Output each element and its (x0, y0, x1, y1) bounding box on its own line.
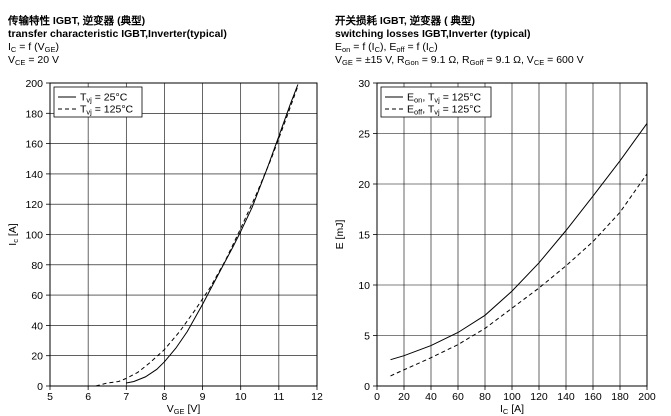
left-ytick-label: 160 (25, 139, 43, 151)
left-xlabel: VGE [V] (167, 403, 201, 416)
right-series-2-line (390, 173, 648, 377)
right-ytick-label: 30 (358, 78, 370, 90)
right-ytick-label: 10 (358, 280, 370, 292)
right-plot-area: 0 20 40 60 80 100 120 140 160 180 200 0 5 10 15 20 25 30 I… (334, 78, 656, 416)
left-ytick-label: 140 (25, 169, 43, 181)
right-title-en: switching losses IGBT,Inverter (typical) (335, 28, 530, 40)
left-ytick-label: 180 (25, 108, 43, 120)
right-legend-label-1: Eon, Tvj = 125°C (407, 92, 482, 105)
left-xtick-label: 5 (47, 391, 53, 403)
left-title-cn: 传输特性 IGBT, 逆变器 (典型) (7, 14, 145, 27)
right-chart-header: 开关损耗 IGBT, 逆变器 ( 典型) switching losses IG… (335, 14, 584, 67)
right-legend-box (380, 86, 492, 118)
left-legend-box (53, 86, 143, 118)
right-title-cn: 开关损耗 IGBT, 逆变器 ( 典型) (335, 14, 475, 27)
left-ytick-label: 0 (37, 381, 43, 393)
left-chart-header: 传输特性 IGBT, 逆变器 (典型) transfer characteris… (7, 14, 227, 67)
left-xtick-label: 6 (85, 391, 91, 403)
left-ytick-label: 80 (31, 260, 43, 272)
right-formula: Eon = f (IC), Eoff = f (IC) (335, 41, 438, 54)
right-ytick-label: 15 (358, 230, 370, 242)
right-xtick-label: 0 (374, 391, 380, 403)
left-xtick-label: 10 (235, 391, 247, 403)
right-ytick-label: 25 (358, 129, 370, 141)
right-ylabel: E [mJ] (334, 220, 346, 250)
right-legend-label-2: Eoff, Tvj = 125°C (407, 104, 481, 117)
left-formula: IC = f (VGE) (8, 41, 59, 54)
right-xtick-label: 80 (479, 391, 491, 403)
right-ytick-label: 0 (364, 381, 370, 393)
right-xtick-label: 140 (557, 391, 575, 403)
right-xtick-label: 200 (638, 391, 656, 403)
right-xlabel: IC [A] (500, 403, 524, 416)
right-condition: VGE = ±15 V, RGon = 9.1 Ω, RGoff = 9.1 Ω… (335, 54, 584, 67)
left-ytick-label: 60 (31, 290, 43, 302)
right-ytick-label: 20 (358, 179, 370, 191)
right-xtick-label: 20 (398, 391, 410, 403)
left-ytick-label: 20 (31, 351, 43, 363)
left-xtick-label: 11 (273, 391, 284, 403)
right-series-1-line (390, 123, 648, 361)
left-condition: VCE = 20 V (8, 54, 59, 67)
left-xtick-label: 7 (123, 391, 129, 403)
right-xtick-label: 120 (530, 391, 548, 403)
left-plot-area: 5 6 7 8 9 10 11 12020406080100120140160180200VG… (7, 78, 323, 416)
right-ytick-label: 5 (364, 331, 370, 343)
left-ylabel: Ic [A] (7, 223, 20, 246)
right-xtick-label: 180 (611, 391, 629, 403)
right-xtick-label: 60 (452, 391, 464, 403)
left-xtick-label: 9 (200, 391, 206, 403)
left-xtick-label: 12 (311, 391, 323, 403)
left-legend-label-1: Tvj = 25°C (80, 92, 128, 105)
right-xtick-label: 40 (425, 391, 437, 403)
right-xtick-label: 160 (584, 391, 602, 403)
left-legend-label-2: Tvj = 125°C (80, 104, 134, 117)
left-ytick-label: 200 (25, 78, 43, 90)
left-series-1-line (126, 84, 299, 384)
left-xtick-label: 8 (162, 391, 168, 403)
left-ytick-label: 120 (25, 199, 43, 211)
left-ytick-label: 100 (25, 230, 43, 242)
right-xtick-label: 100 (503, 391, 521, 403)
left-ytick-label: 40 (31, 320, 43, 332)
left-title-en: transfer characteristic IGBT,Inverter(ty… (8, 28, 227, 40)
